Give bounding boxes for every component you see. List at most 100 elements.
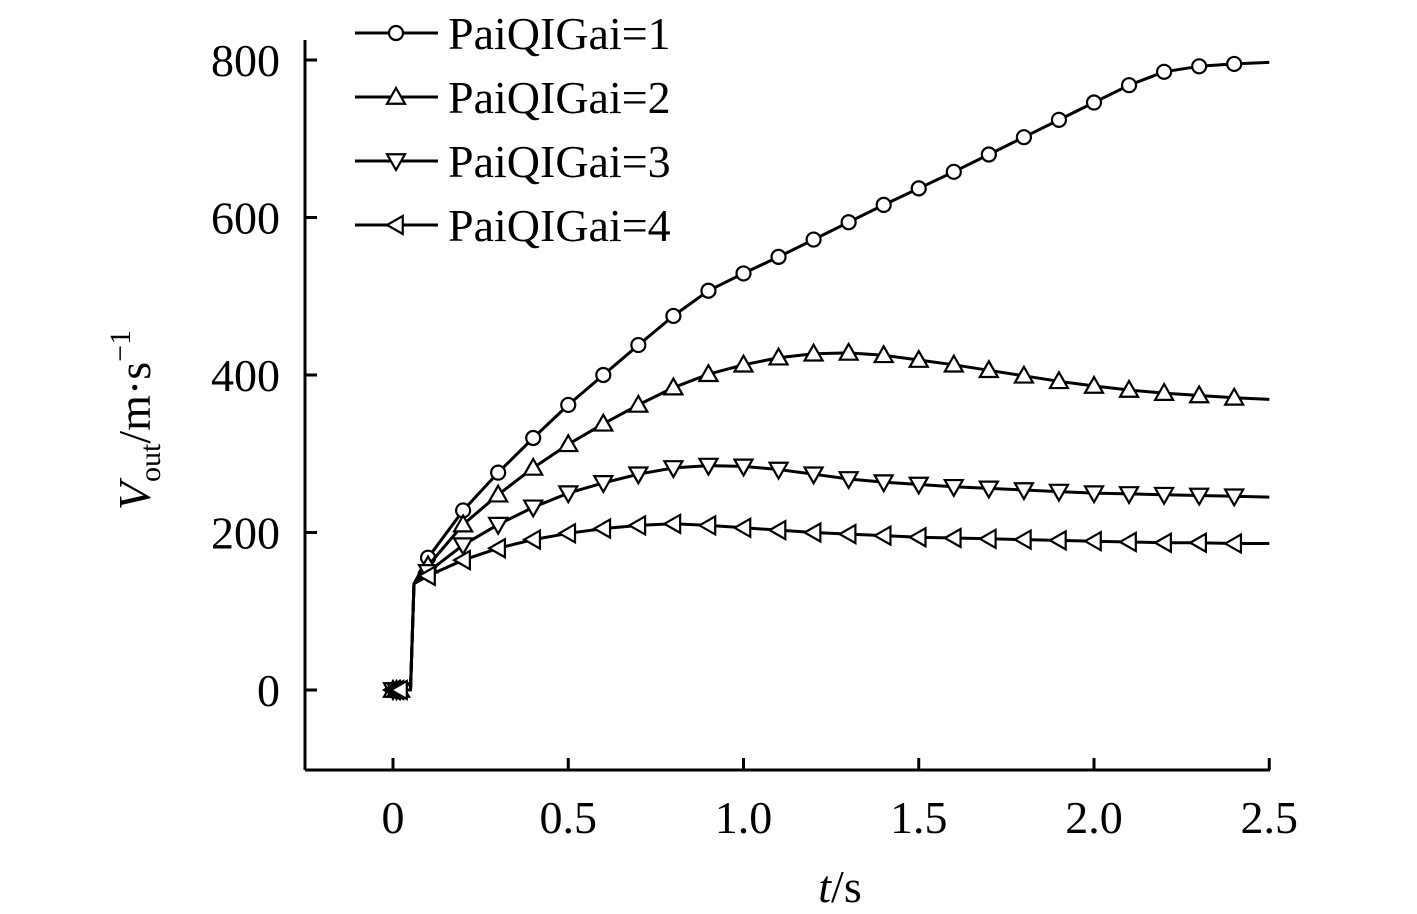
- data-point: [770, 248, 787, 265]
- data-point: [1085, 94, 1103, 111]
- data-point: [521, 528, 542, 551]
- axes: [303, 40, 1270, 772]
- data-point: [490, 464, 507, 481]
- data-point: [627, 514, 647, 537]
- data-point: [452, 513, 474, 533]
- series-line: [393, 351, 1270, 692]
- data-point: [1118, 486, 1140, 506]
- data-point: [945, 163, 962, 180]
- data-point: [907, 526, 927, 549]
- y-tick-label: 200: [211, 508, 280, 559]
- y-axis-unit: /m·s: [109, 362, 160, 444]
- data-point: [522, 456, 545, 476]
- data-point: [942, 353, 965, 373]
- data-point: [557, 485, 580, 505]
- series-2: [382, 341, 1270, 698]
- data-point: [805, 231, 822, 248]
- x-tick-label: 1.5: [890, 792, 948, 843]
- data-point: [1013, 364, 1035, 384]
- data-point: [592, 412, 615, 432]
- data-point: [1013, 482, 1035, 502]
- data-point: [977, 480, 1000, 500]
- data-point: [697, 457, 720, 477]
- data-point: [1048, 483, 1070, 503]
- data-point: [1187, 531, 1208, 554]
- x-axis-title: t/s: [818, 861, 861, 912]
- data-point: [595, 366, 612, 384]
- data-point: [1047, 529, 1067, 552]
- data-point: [980, 146, 997, 163]
- data-point: [592, 517, 612, 540]
- y-tick-label: 0: [257, 665, 280, 716]
- data-point: [802, 521, 822, 544]
- data-point: [525, 429, 542, 447]
- data-point: [840, 214, 857, 231]
- ticks: 0 0.5 1.0 1.5 2.0 2.5 0 200 400 600 800: [211, 35, 1298, 843]
- y-axis-exp: −1: [104, 330, 137, 362]
- series-line: [393, 522, 1270, 692]
- data-point: [767, 519, 787, 542]
- data-point: [665, 307, 682, 325]
- data-point: [487, 483, 510, 503]
- series-4: [381, 512, 1270, 701]
- data-point: [1152, 531, 1172, 554]
- data-point: [1153, 381, 1175, 401]
- x-tick-label: 0: [382, 792, 405, 843]
- data-point: [557, 433, 580, 453]
- legend-item-1: PaiQIGai=1: [355, 8, 671, 59]
- data-point: [942, 478, 965, 499]
- data-point: [452, 537, 474, 557]
- series-3: [382, 457, 1270, 702]
- data-point: [1082, 530, 1102, 553]
- data-point: [1048, 370, 1070, 390]
- data-point: [522, 499, 545, 519]
- legend-label: PaiQIGai=4: [448, 200, 671, 251]
- data-point: [662, 376, 685, 396]
- data-point: [1083, 485, 1105, 505]
- y-tick-label: 600: [211, 193, 280, 244]
- legend-item-4: PaiQIGai=4: [355, 200, 671, 251]
- data-point: [1155, 63, 1173, 80]
- data-point: [837, 471, 860, 491]
- data-point: [872, 474, 895, 494]
- data-point: [388, 679, 408, 701]
- legend-marker: [384, 214, 404, 236]
- data-point: [1012, 528, 1032, 551]
- series-line: [393, 464, 1270, 692]
- data-point: [560, 396, 577, 414]
- data-point: [662, 512, 682, 535]
- data-point: [977, 359, 1000, 379]
- data-point: [802, 466, 825, 486]
- data-point: [697, 362, 720, 383]
- legend-marker: [385, 153, 407, 173]
- legend-marker: [385, 85, 407, 105]
- data-point: [1118, 378, 1140, 398]
- data-point: [907, 476, 930, 496]
- x-tick-label: 2.5: [1241, 792, 1299, 843]
- data-point: [1015, 129, 1033, 146]
- data-point: [802, 342, 825, 362]
- data-point: [837, 341, 860, 361]
- data-point: [732, 458, 755, 478]
- legend: PaiQIGai=1 PaiQIGai=2 PaiQIGai=3 PaiQIGai=4: [355, 8, 671, 251]
- data-point: [557, 522, 577, 545]
- data-point: [592, 475, 615, 495]
- data-point: [767, 461, 790, 481]
- data-point: [1188, 487, 1211, 507]
- data-point: [487, 516, 510, 536]
- data-point: [1153, 486, 1175, 506]
- data-point: [1117, 531, 1137, 553]
- data-point: [1222, 532, 1243, 555]
- x-tick-label: 0.5: [540, 792, 598, 843]
- data-point: [872, 524, 892, 547]
- x-tick-label: 1.0: [715, 792, 773, 843]
- legend-label: PaiQIGai=2: [448, 72, 671, 123]
- data-point: [875, 196, 892, 213]
- data-point: [910, 180, 927, 197]
- legend-item-2: PaiQIGai=2: [355, 72, 671, 123]
- data-point: [977, 527, 997, 550]
- data-point: [767, 346, 790, 366]
- data-point: [1120, 77, 1138, 94]
- data-point: [662, 460, 685, 480]
